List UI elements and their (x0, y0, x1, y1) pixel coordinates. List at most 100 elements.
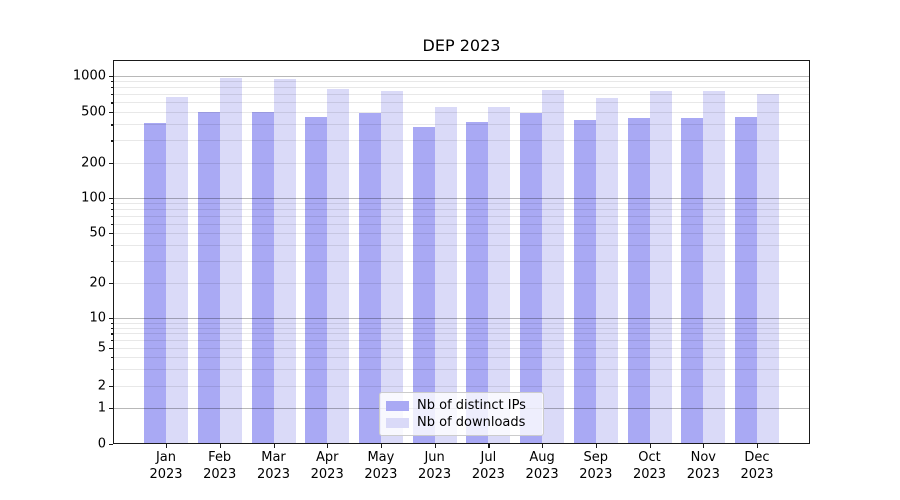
gridline-major (113, 198, 810, 199)
y-minor-tick (111, 245, 113, 247)
y-tick-label: 200 (81, 155, 106, 171)
y-minor-tick (111, 322, 113, 324)
bar (380, 91, 403, 444)
gridline-minor (113, 140, 810, 142)
y-minor-tick (111, 327, 113, 329)
bar (757, 93, 779, 444)
x-tick-label: Mar 2023 (256, 450, 291, 482)
y-minor-tick (111, 209, 113, 211)
y-tick-label: 20 (89, 275, 106, 291)
x-tick-label: Nov 2023 (686, 450, 720, 482)
x-tick (327, 443, 329, 448)
y-tick-label: 0 (97, 436, 106, 451)
gridline-minor (113, 112, 810, 113)
x-tick-label: Jun 2023 (418, 450, 452, 482)
bar (595, 98, 618, 444)
bar (573, 120, 596, 444)
gridline-minor (113, 94, 810, 96)
gridline-minor (113, 348, 810, 349)
bar (434, 107, 457, 444)
gridline-minor (113, 216, 810, 217)
bar (649, 90, 672, 444)
x-tick (219, 443, 221, 448)
bar (273, 79, 296, 444)
x-tick (757, 443, 759, 448)
gridline-minor (113, 322, 810, 324)
gridline-minor (113, 81, 810, 82)
bar (488, 106, 511, 444)
gridline-minor (113, 102, 810, 104)
y-tick-label: 500 (81, 104, 106, 120)
y-minor-tick (111, 333, 113, 335)
chart-title: DEP 2023 (422, 36, 501, 55)
bar (466, 121, 489, 444)
y-tick-label: 2 (97, 378, 106, 393)
legend-label: Nb of downloads (417, 415, 526, 430)
legend-item-distinct-ips: Nb of distinct IPs (386, 397, 535, 414)
bar (520, 113, 543, 444)
x-tick-label: Apr 2023 (310, 450, 344, 482)
y-tick-label: 5 (97, 340, 106, 356)
y-minor-tick (111, 203, 113, 205)
bar (197, 112, 220, 444)
y-minor-tick (111, 260, 113, 263)
x-tick (380, 443, 383, 448)
bar (327, 89, 350, 444)
y-tick (109, 233, 113, 235)
bar (681, 117, 704, 444)
legend-item-downloads: Nb of downloads (386, 414, 535, 431)
gridline-minor (113, 333, 810, 335)
gridline-major (113, 75, 810, 77)
bar (219, 78, 242, 444)
x-tick (434, 443, 436, 448)
y-minor-tick (111, 216, 113, 218)
gridline-minor (113, 223, 810, 225)
x-tick (166, 443, 168, 448)
x-tick (595, 443, 597, 448)
gridline-minor (113, 203, 810, 205)
gridline-minor (113, 163, 810, 164)
x-tick (542, 443, 544, 448)
gridline-minor (113, 340, 810, 342)
y-tick-label: 1000 (72, 68, 106, 83)
gridline-minor (113, 124, 810, 126)
x-tick-label: Oct 2023 (632, 450, 667, 482)
y-minor-tick (111, 357, 113, 359)
bar (412, 127, 435, 444)
y-minor-tick (111, 368, 113, 371)
x-tick-label: Jul 2023 (471, 450, 505, 482)
gridline-minor (113, 233, 810, 234)
y-tick (109, 348, 113, 350)
gridline-minor (113, 357, 810, 359)
y-tick-label: 100 (81, 190, 106, 206)
bar (735, 117, 757, 444)
x-tick (703, 443, 705, 448)
x-tick-label: Aug 2023 (525, 450, 559, 482)
bar (358, 113, 381, 444)
legend-swatch-downloads (386, 417, 409, 428)
bar (627, 117, 650, 444)
y-tick-label: 50 (89, 225, 106, 241)
y-minor-tick (111, 340, 113, 342)
bar (251, 111, 274, 444)
bar (305, 117, 328, 444)
y-minor-tick (111, 223, 113, 225)
y-tick-label: 1 (97, 400, 106, 416)
y-minor-tick (111, 81, 113, 83)
x-tick-label: Jan 2023 (149, 450, 183, 482)
x-tick (649, 443, 651, 448)
y-minor-tick (111, 87, 113, 89)
y-tick (109, 112, 113, 114)
y-tick (109, 318, 113, 320)
y-tick (109, 443, 113, 445)
y-tick (109, 283, 113, 285)
bar (166, 97, 188, 444)
y-minor-tick (111, 94, 113, 96)
x-tick (488, 443, 490, 448)
y-tick (109, 408, 113, 410)
y-tick (109, 163, 113, 165)
gridline-minor (113, 209, 810, 211)
y-minor-tick (111, 102, 113, 104)
y-tick (109, 385, 113, 387)
